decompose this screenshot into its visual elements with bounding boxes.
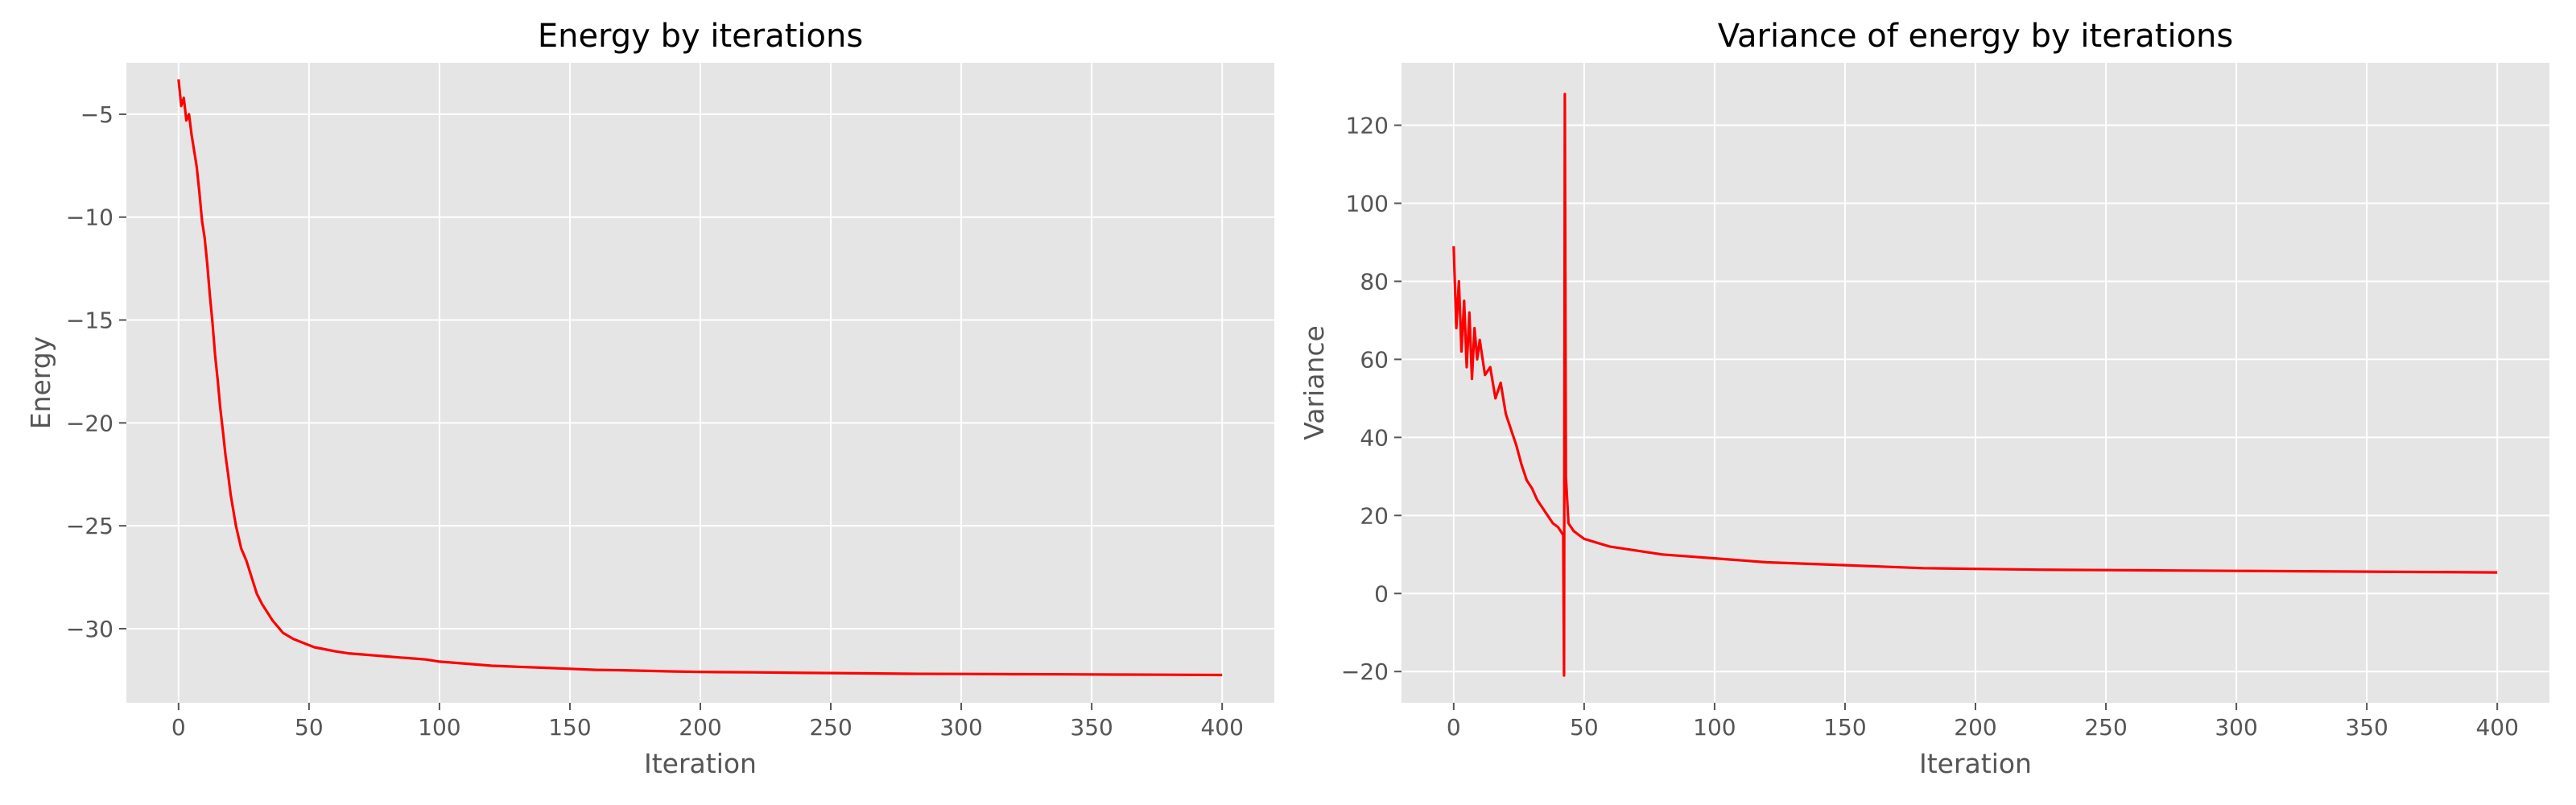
x-tick-label: 50 xyxy=(1570,714,1599,741)
y-tick-label: 0 xyxy=(1374,580,1389,607)
y-tick-label: −10 xyxy=(66,204,114,231)
series-line xyxy=(177,79,1223,677)
y-tick-label: −30 xyxy=(66,616,114,642)
y-tick-label: −15 xyxy=(66,308,114,334)
y-tick-label: −20 xyxy=(66,410,114,436)
x-tick-label: 200 xyxy=(1954,714,1996,741)
x-axis-label: Iteration xyxy=(1919,748,2032,779)
x-tick-label: 150 xyxy=(548,714,591,741)
y-tick-label: 100 xyxy=(1346,191,1389,217)
x-tick-label: 400 xyxy=(2475,714,2518,741)
energy-chart: 0 50 100 150 200 250 300 350 400 −30 −25 −20 −15 −10 −… xyxy=(25,18,1274,779)
variance-chart: 0 50 100 150 200 250 300 350 400 −20 0 20 40 60 80 100 1… xyxy=(1298,18,2549,779)
y-axis-label: Energy xyxy=(25,336,56,430)
x-tick-label: 150 xyxy=(1823,714,1866,741)
x-tick-label: 350 xyxy=(2345,714,2388,741)
series-line xyxy=(1452,93,2498,677)
y-tick-label: −20 xyxy=(1341,658,1389,685)
x-tick-label: 250 xyxy=(809,714,852,741)
x-tick-label: 300 xyxy=(2215,714,2257,741)
chart-title: Energy by iterations xyxy=(538,18,863,55)
x-tick-label: 250 xyxy=(2084,714,2127,741)
x-tick-label: 0 xyxy=(171,714,186,741)
y-tick-label: 40 xyxy=(1360,424,1389,451)
x-tick-label: 200 xyxy=(679,714,721,741)
x-tick-label: 300 xyxy=(939,714,982,741)
y-axis-label: Variance xyxy=(1298,325,1330,440)
x-tick-label: 400 xyxy=(1200,714,1243,741)
x-axis-label: Iteration xyxy=(644,748,757,779)
y-tick-label: −5 xyxy=(80,101,114,128)
x-tick-label: 100 xyxy=(418,714,460,741)
y-tick-label: 80 xyxy=(1360,268,1389,295)
chart-title: Variance of energy by iterations xyxy=(1718,18,2233,55)
y-tick-label: 20 xyxy=(1360,502,1389,529)
x-tick-label: 0 xyxy=(1447,714,1461,741)
x-tick-label: 100 xyxy=(1693,714,1736,741)
x-tick-label: 350 xyxy=(1070,714,1113,741)
y-tick-label: 60 xyxy=(1360,346,1389,373)
y-tick-label: −25 xyxy=(66,513,114,539)
y-tick-label: 120 xyxy=(1346,113,1389,139)
x-tick-label: 50 xyxy=(295,714,324,741)
